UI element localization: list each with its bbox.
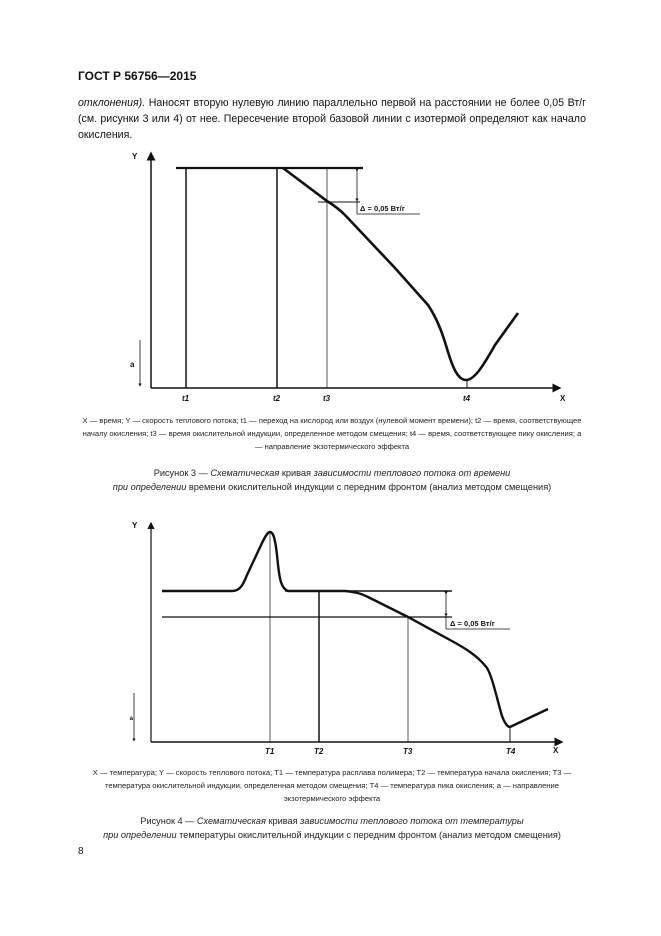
t1-label: t1 [182, 394, 190, 403]
paragraph-text: Наносят вторую нулевую линию параллельно… [78, 97, 586, 141]
T2-label: T2 [314, 747, 324, 756]
caption-italic: зависимости теплового потока от времени [313, 468, 511, 478]
caption-text: кривая [279, 468, 314, 478]
exo-label: а [130, 716, 134, 722]
delta-label: Δ = 0,05 Вт/г [450, 619, 495, 628]
figure-3-labels: Y X а Δ = 0,05 Вт/г t1 t2 t3 t4 [130, 152, 566, 403]
t4-label: t4 [463, 394, 471, 403]
document-header: ГОСТ Р 56756—2015 [78, 69, 197, 83]
heat-flow-curve [162, 530, 549, 729]
x-axis-label: X [553, 746, 559, 755]
exo-label: а [130, 360, 135, 369]
y-axis-label: Y [132, 152, 138, 161]
T4-label: T4 [506, 747, 516, 756]
figure-3-legend: X — время; Y — скорость теплового потока… [82, 416, 582, 451]
t3-label: t3 [323, 394, 331, 403]
y-axis-label: Y [132, 521, 138, 530]
caption-italic: при определении [103, 830, 177, 840]
page-number: 8 [78, 846, 84, 857]
caption-italic: зависимости теплового потока от температ… [300, 816, 524, 826]
figure-3 [138, 151, 562, 393]
t2-label: t2 [273, 394, 281, 403]
T3-label: T3 [403, 747, 413, 756]
paragraph-italic-start: отклонения). [78, 97, 146, 109]
figure-4-labels: Y X а Δ = 0,05 Вт/г T1 T2 T3 T4 [130, 521, 559, 756]
caption-text: кривая [265, 816, 301, 826]
caption-text: времени окислительной индукции с передни… [186, 482, 552, 492]
heat-flow-curve [282, 166, 520, 382]
figure-4 [132, 521, 564, 747]
x-axis-label: X [560, 394, 566, 403]
caption-italic: Схематическая [210, 468, 280, 478]
caption-italic: Схематическая [196, 816, 266, 826]
caption-prefix: Рисунок 3 — [153, 468, 211, 478]
delta-label: Δ = 0,05 Вт/г [360, 204, 405, 213]
figure-4-legend: X — температура; Y — скорость теплового … [92, 768, 572, 803]
caption-italic: при определении [112, 482, 187, 492]
T1-label: T1 [265, 747, 275, 756]
caption-text: температуры окислительной индукции с пер… [176, 830, 561, 840]
body-paragraph: отклонения). Наносят вторую нулевую лини… [78, 95, 586, 143]
figure-4-caption: Рисунок 4 — Схематическая кривая зависим… [78, 814, 586, 842]
figure-3-caption: Рисунок 3 — Схематическая кривая зависим… [78, 466, 586, 494]
caption-prefix: Рисунок 4 — [140, 816, 197, 826]
